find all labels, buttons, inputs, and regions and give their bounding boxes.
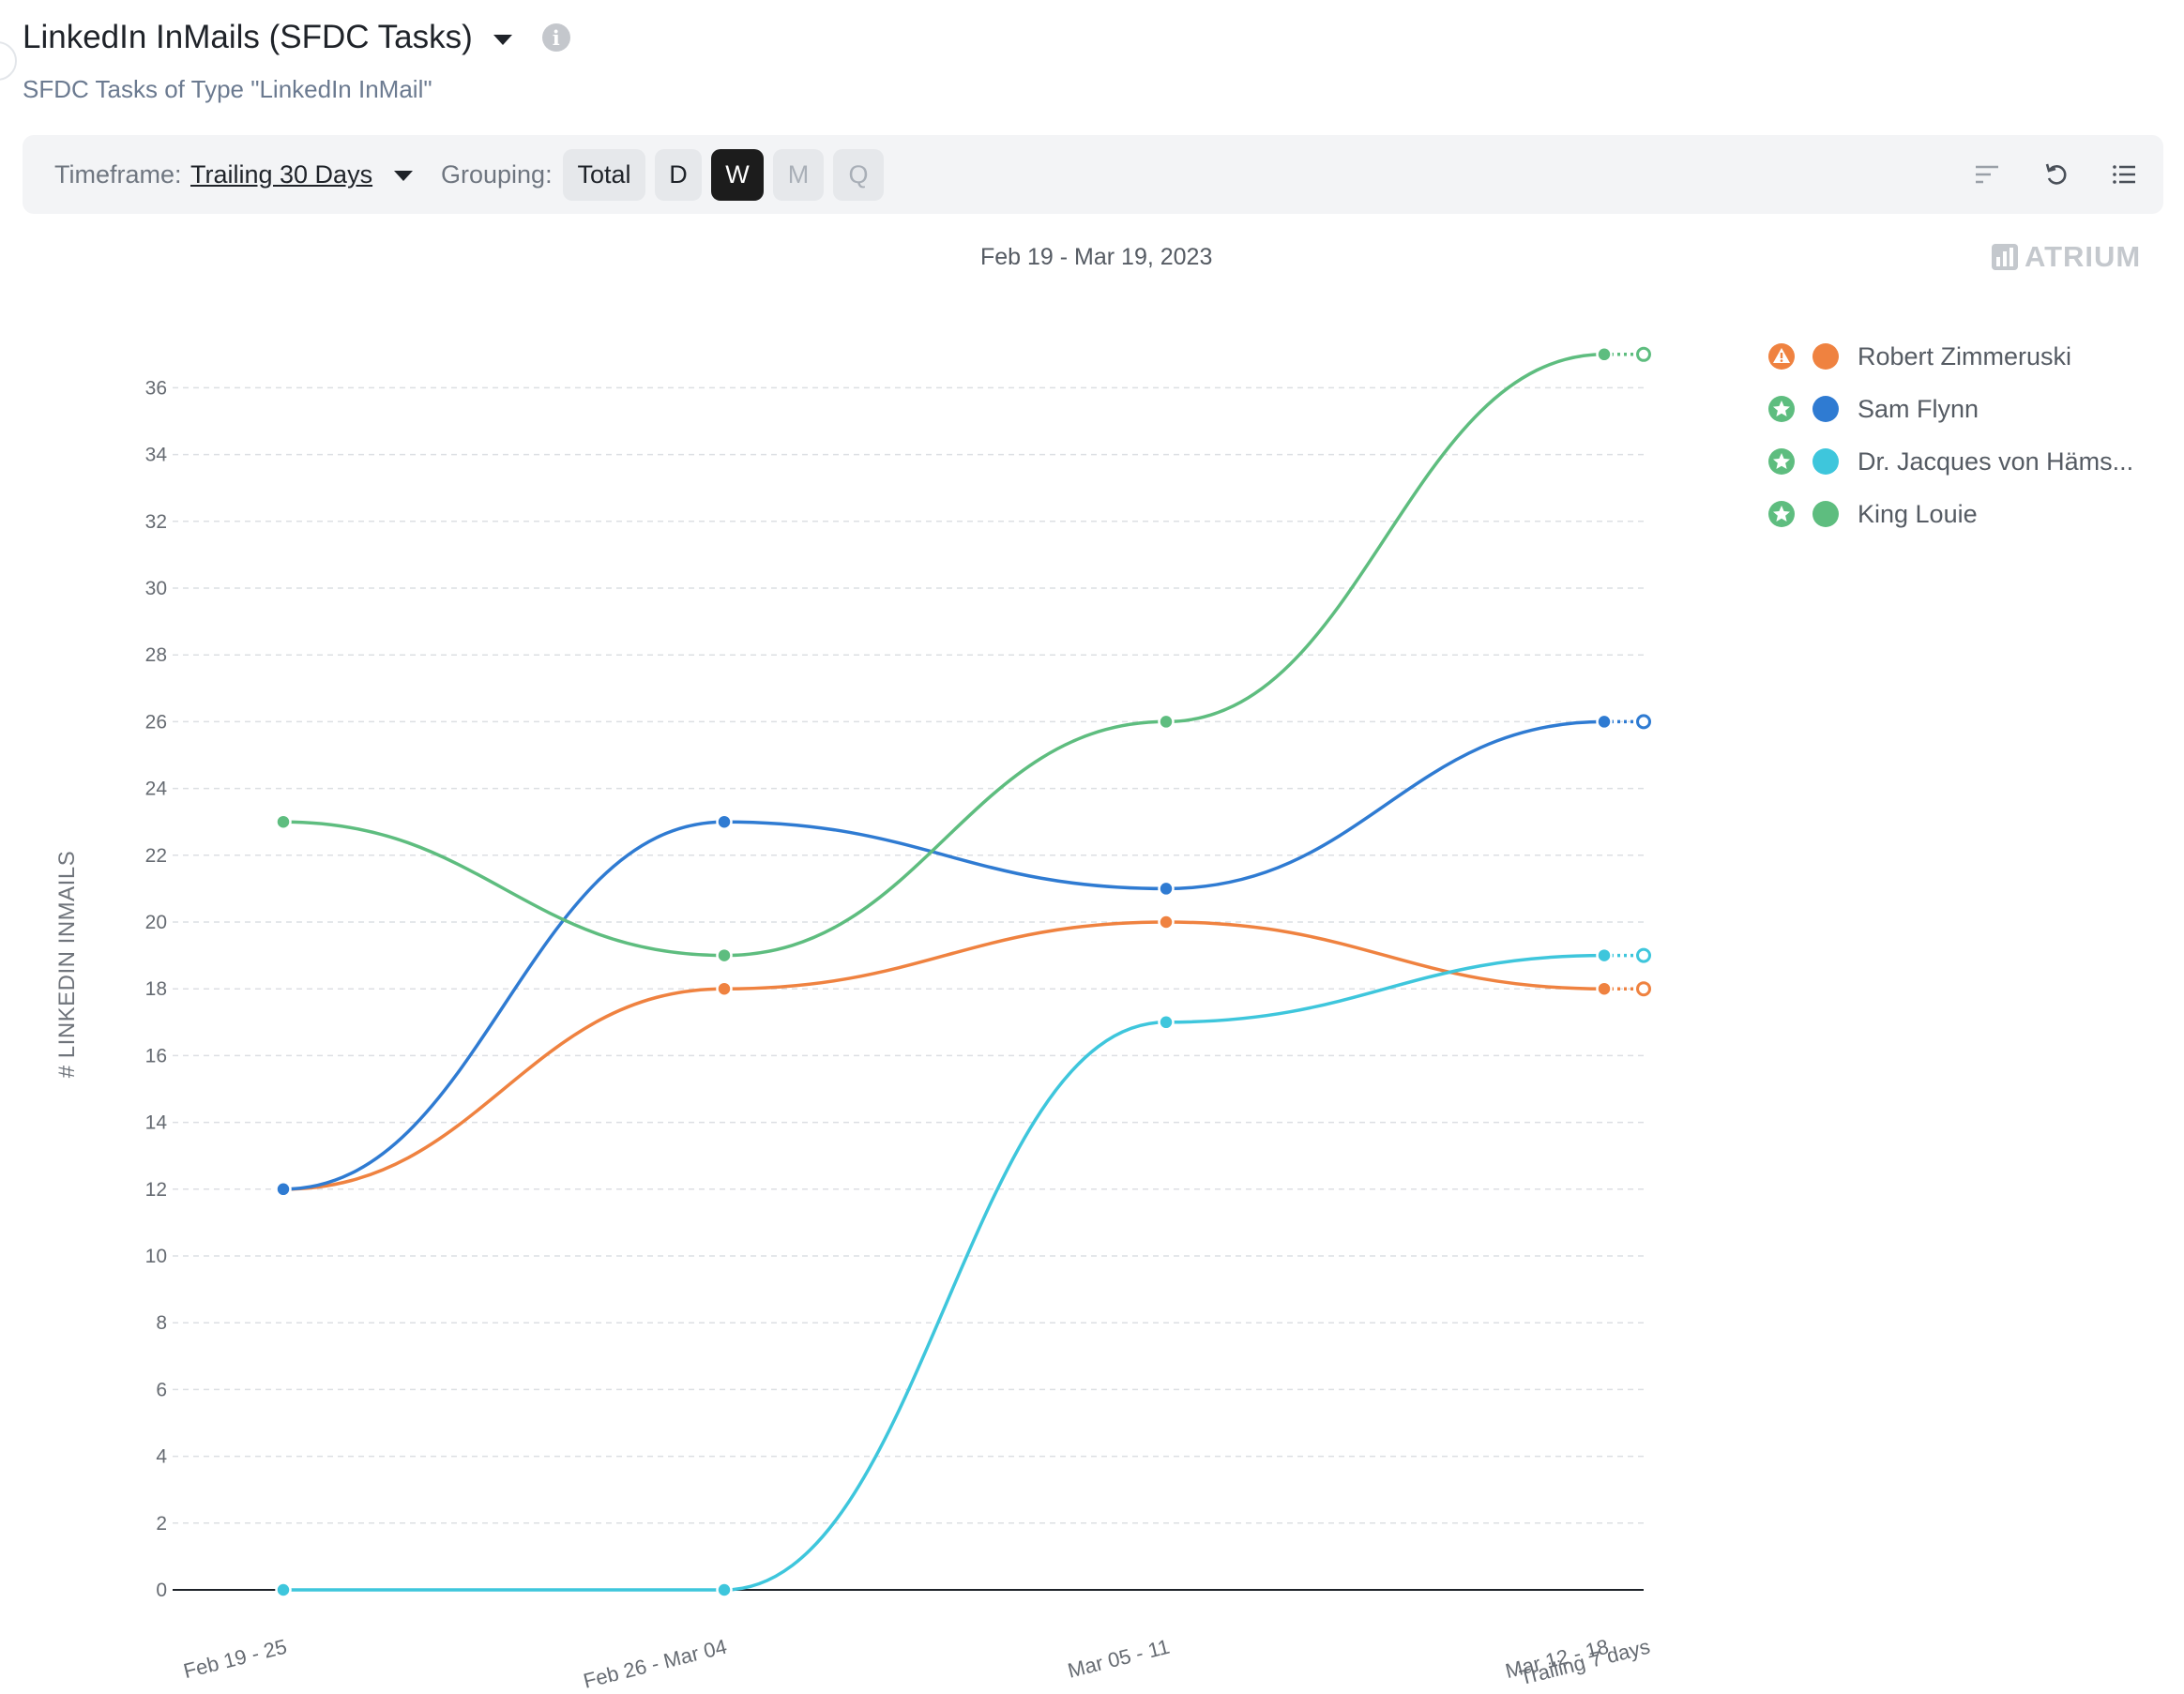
data-point[interactable] — [1158, 880, 1175, 898]
data-point[interactable] — [275, 813, 292, 830]
trailing-point[interactable] — [1636, 947, 1651, 963]
series-line-0 — [282, 920, 1605, 1191]
chart-legend: Robert Zimmeruski Sam Flynn Dr. Jacques vo… — [1767, 330, 2133, 540]
grouping-week-button[interactable]: W — [711, 149, 764, 201]
grouping-total-button[interactable]: Total — [563, 149, 645, 201]
brand-name: ATRIUM — [2025, 240, 2142, 273]
y-tick-label: 2 — [156, 1513, 167, 1535]
data-point[interactable] — [1158, 1014, 1175, 1031]
y-tick-label: 20 — [145, 912, 167, 933]
data-point[interactable] — [275, 1581, 292, 1598]
y-tick-label: 24 — [145, 779, 168, 800]
data-point[interactable] — [1596, 346, 1613, 363]
data-point[interactable] — [275, 1181, 292, 1198]
y-tick-label: 16 — [145, 1045, 167, 1066]
warning-icon — [1767, 342, 1796, 371]
data-point[interactable] — [1596, 946, 1613, 964]
date-range-label: Feb 19 - Mar 19, 2023 — [980, 244, 1213, 270]
legend-name: Sam Flynn — [1858, 394, 1979, 423]
trailing-point[interactable] — [1636, 346, 1651, 362]
data-point[interactable] — [1158, 713, 1175, 731]
grouping-label: Grouping: — [441, 160, 553, 189]
star-icon — [1767, 447, 1796, 476]
data-point[interactable] — [1596, 713, 1613, 731]
timeframe-label: Timeframe: — [54, 160, 182, 189]
info-icon[interactable]: i — [541, 23, 570, 52]
timeframe-dropdown-icon[interactable] — [394, 171, 413, 181]
grouping-day-button[interactable]: D — [655, 149, 702, 201]
legend-color-dot — [1812, 448, 1839, 475]
y-tick-label: 26 — [145, 711, 167, 733]
y-tick-label: 34 — [145, 445, 168, 466]
series-line-1 — [282, 719, 1605, 1191]
legend-item[interactable]: Robert Zimmeruski — [1767, 330, 2133, 383]
data-point[interactable] — [716, 980, 733, 997]
sort-icon[interactable] — [1970, 158, 2004, 191]
legend-item[interactable]: Dr. Jacques von Häms... — [1767, 435, 2133, 488]
grouping-quarter-button[interactable]: Q — [833, 149, 884, 201]
legend-color-dot — [1812, 501, 1839, 527]
y-tick-label: 36 — [145, 377, 167, 399]
y-tick-label: 22 — [145, 845, 167, 867]
legend-color-dot — [1812, 396, 1839, 422]
series-line-2 — [282, 953, 1605, 1592]
legend-name: Dr. Jacques von Häms... — [1858, 446, 2134, 476]
star-icon — [1767, 395, 1796, 423]
x-tick-label: Mar 05 - 11 — [1066, 1635, 1173, 1683]
series-line-3 — [282, 353, 1605, 958]
x-tick-label: Feb 26 - Mar 04 — [581, 1635, 729, 1693]
star-icon — [1767, 500, 1796, 528]
y-tick-label: 28 — [145, 644, 167, 666]
trailing-point[interactable] — [1636, 714, 1651, 730]
data-point[interactable] — [716, 1581, 733, 1598]
legend-item[interactable]: Sam Flynn — [1767, 383, 2133, 435]
chart-toolbar: Timeframe: Trailing 30 Days Grouping: To… — [23, 135, 2163, 214]
legend-item[interactable]: King Louie — [1767, 488, 2133, 540]
legend-name: Robert Zimmeruski — [1858, 341, 2072, 371]
legend-name: King Louie — [1858, 499, 1978, 528]
page-title: LinkedIn InMails (SFDC Tasks) — [23, 19, 473, 55]
y-tick-label: 18 — [145, 978, 167, 1000]
y-tick-label: 6 — [156, 1379, 167, 1400]
reset-icon[interactable] — [2040, 158, 2073, 191]
timeframe-selector[interactable]: Trailing 30 Days — [190, 160, 373, 189]
y-tick-label: 12 — [145, 1179, 167, 1201]
title-row: LinkedIn InMails (SFDC Tasks) i — [23, 19, 570, 56]
data-point[interactable] — [1158, 914, 1175, 930]
y-tick-label: 4 — [156, 1446, 167, 1468]
y-tick-label: 14 — [145, 1112, 168, 1134]
y-tick-label: 10 — [145, 1246, 167, 1267]
y-tick-label: 32 — [145, 511, 167, 533]
data-point[interactable] — [1596, 980, 1613, 997]
y-tick-label: 8 — [156, 1312, 167, 1334]
y-tick-label: 30 — [145, 578, 167, 599]
data-point[interactable] — [716, 946, 733, 964]
grouping-month-button[interactable]: M — [773, 149, 824, 201]
title-dropdown-icon[interactable] — [493, 34, 512, 45]
bar-chart-icon — [1992, 244, 2018, 270]
legend-color-dot — [1812, 343, 1839, 370]
list-view-icon[interactable] — [2107, 158, 2141, 191]
y-tick-label: 0 — [156, 1580, 167, 1601]
trailing-point[interactable] — [1636, 981, 1651, 997]
page-subtitle: SFDC Tasks of Type "LinkedIn InMail" — [23, 75, 432, 103]
data-point[interactable] — [716, 813, 733, 830]
atrium-logo: ATRIUM — [1991, 240, 2141, 274]
x-tick-label: Feb 19 - 25 — [181, 1635, 289, 1683]
